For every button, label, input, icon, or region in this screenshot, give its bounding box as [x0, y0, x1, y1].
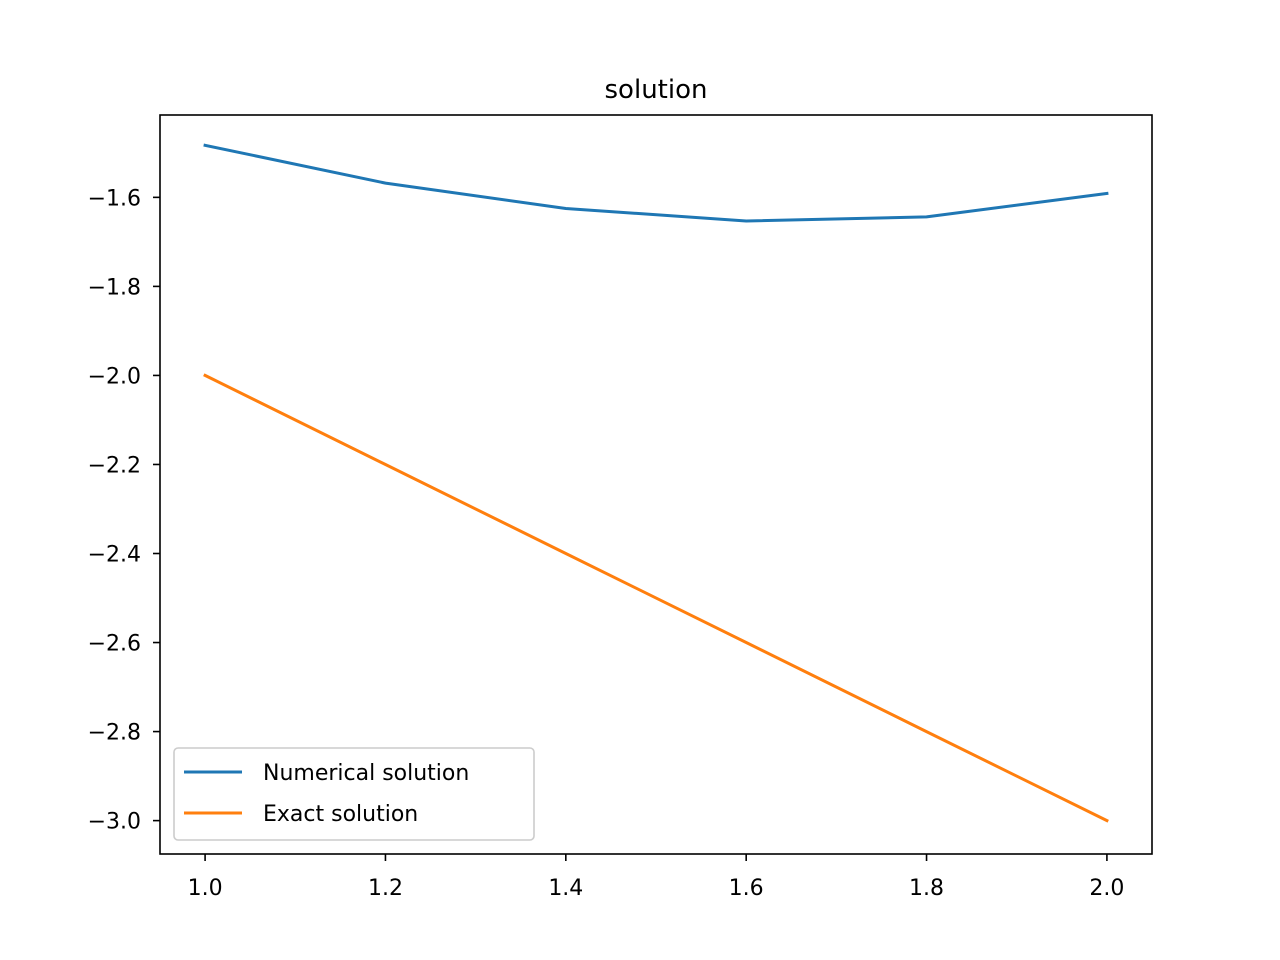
series-line-numerical-solution [203, 143, 1109, 223]
x-tick-label: 1.2 [368, 876, 403, 901]
chart-title: solution [605, 75, 708, 105]
series-line-exact-solution [203, 373, 1109, 823]
legend: Numerical solution Exact solution [173, 747, 535, 841]
x-tick-label: 2.0 [1089, 876, 1124, 901]
legend-box [173, 747, 535, 841]
x-tick-label: 1.6 [729, 876, 764, 901]
y-tick-label: −2.6 [88, 632, 141, 657]
y-tick-label: −1.6 [88, 186, 141, 211]
y-tick-label: −2.4 [88, 543, 141, 568]
y-tick-label: −2.2 [88, 453, 141, 478]
y-tick-label: −2.8 [88, 721, 141, 746]
x-tick-label: 1.8 [909, 876, 944, 901]
y-tick-label: −1.8 [88, 275, 141, 300]
axes-frame [159, 114, 1153, 855]
x-tick-label: 1.4 [548, 876, 583, 901]
axes: 1.0 1.2 1.4 1.6 1.8 2.0 −3.0 −2.8 −2.6 −2.4 −2.2 −2… [88, 186, 1125, 901]
y-tick-label: −2.0 [88, 364, 141, 389]
legend-label: Numerical solution [263, 761, 469, 786]
plot-area [203, 143, 1109, 823]
y-tick-label: −3.0 [88, 810, 141, 835]
x-tick-label: 1.0 [188, 876, 223, 901]
legend-label: Exact solution [263, 802, 418, 827]
